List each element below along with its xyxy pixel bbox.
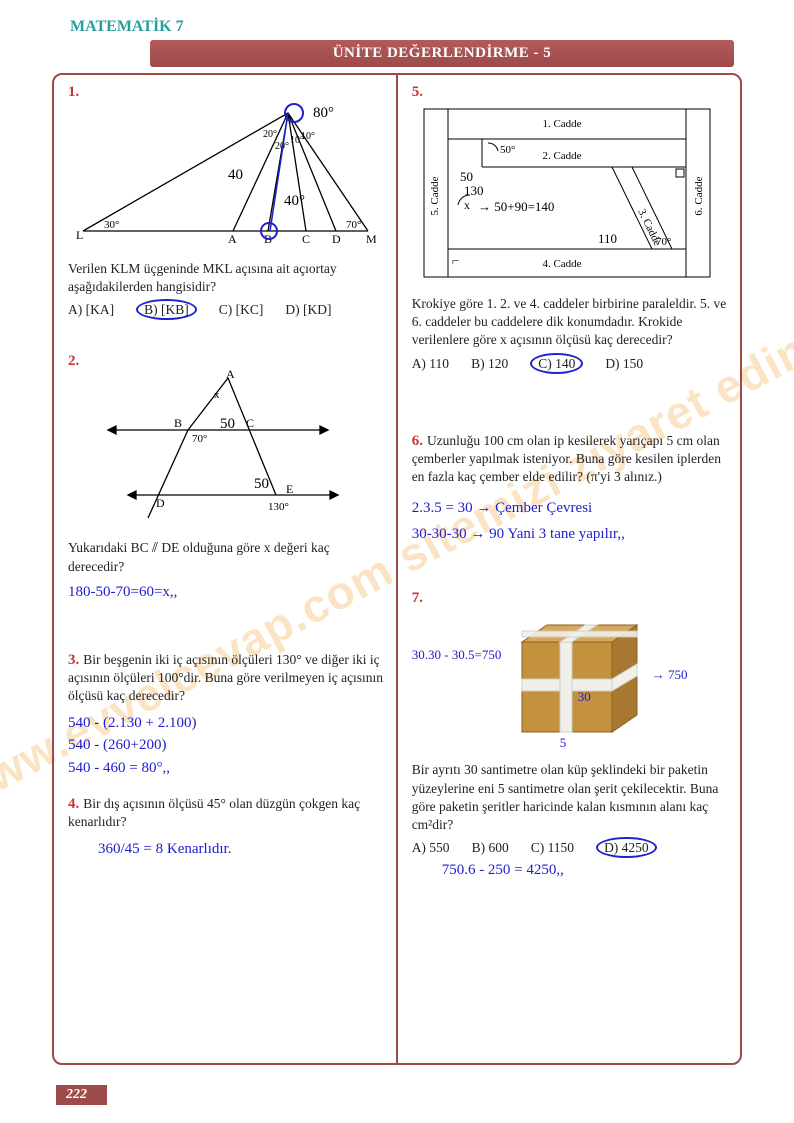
question-3: 3. Bir beşgenin iki iç açısının ölçüleri…	[68, 651, 386, 779]
q7-opt-b: B) 600	[472, 840, 509, 856]
q7-pen-30: 30	[578, 689, 591, 705]
q6-number: 6.	[412, 433, 423, 449]
q7-pen-arrow: → 750	[652, 667, 688, 683]
svg-text:130°: 130°	[268, 501, 289, 513]
q5-options: A) 110 B) 120 C) 140 D) 150	[412, 356, 730, 372]
svg-text:70°: 70°	[192, 433, 207, 445]
q7-opt-d: D) 4250	[596, 840, 657, 856]
right-column: 5. 1. Cadde 2. Cadde	[398, 75, 740, 1063]
left-column: 1. L A B C D	[54, 75, 396, 1063]
q6-work: 2.3.5 = 30 → Çember Çevresi 30-30-30 → 9…	[412, 496, 730, 547]
svg-text:A: A	[228, 232, 237, 246]
question-5: 5. 1. Cadde 2. Cadde	[412, 83, 730, 372]
q7-text: Bir ayrıtı 30 santimetre olan küp şeklin…	[412, 761, 730, 834]
question-1: 1. L A B C D	[68, 83, 386, 318]
svg-text:E: E	[286, 482, 293, 496]
q4-work: 360/45 = 8 Kenarlıdır.	[68, 841, 386, 858]
q5-number: 5.	[412, 84, 423, 100]
q2-text: Yukarıdaki BC ⫽ DE olduğuna göre x değer…	[68, 539, 386, 575]
svg-text:130: 130	[464, 183, 484, 198]
svg-text:40: 40	[228, 167, 243, 183]
q7-work: 750.6 - 250 = 4250,,	[412, 862, 730, 879]
svg-text:70°: 70°	[346, 219, 361, 231]
q5-opt-d: D) 150	[605, 356, 643, 372]
q1-opt-d: D) [KD]	[285, 302, 331, 318]
svg-text:10°: 10°	[301, 131, 315, 142]
q2-work: 180-50-70=60=x,,	[68, 584, 386, 601]
q7-opt-c: C) 1150	[531, 840, 574, 856]
question-4: 4. Bir dış açısının ölçüsü 45° olan düzg…	[68, 795, 386, 858]
q1-opt-c: C) [KC]	[219, 302, 264, 318]
svg-text:A: A	[226, 370, 235, 381]
content-frame: 1. L A B C D	[52, 73, 742, 1065]
q5-opt-c: C) 140	[530, 356, 583, 372]
q7-options: A) 550 B) 600 C) 1150 D) 4250	[412, 840, 730, 856]
q5-figure: 1. Cadde 2. Cadde 3. Cadde 4. Cadde 5. C…	[412, 101, 722, 291]
svg-text:x: x	[214, 389, 220, 401]
svg-text:C: C	[246, 416, 254, 430]
svg-text:x: x	[464, 198, 470, 212]
svg-text:1. Cadde: 1. Cadde	[542, 118, 581, 130]
question-7: 7.	[412, 589, 730, 879]
svg-text:50: 50	[254, 476, 269, 492]
q2-number: 2.	[68, 353, 79, 369]
book-header: MATEMATİK 7	[0, 0, 794, 40]
q2-figure: A B C D E x 70° 130° 50 50	[68, 370, 368, 535]
q5-opt-b: B) 120	[471, 356, 508, 372]
q1-text: Verilen KLM üçgeninde MKL açısına ait aç…	[68, 260, 386, 296]
svg-text:→ 50+90=140: → 50+90=140	[478, 199, 554, 214]
q7-number: 7.	[412, 590, 423, 606]
svg-text:L: L	[76, 228, 83, 242]
svg-text:80°: 80°	[313, 105, 334, 121]
svg-text:20°: 20°	[263, 129, 277, 140]
svg-text:50°: 50°	[500, 144, 515, 156]
q3-work: 540 - (2.130 + 2.100) 540 - (260+200) 54…	[68, 712, 386, 780]
svg-text:4. Cadde: 4. Cadde	[542, 258, 581, 270]
q1-opt-b: B) [KB]	[136, 302, 197, 318]
svg-text:⌐: ⌐	[452, 253, 459, 268]
q3-text: Bir beşgenin iki iç açısının ölçüleri 13…	[68, 652, 383, 703]
question-6: 6. Uzunluğu 100 cm olan ip kesilerek yar…	[412, 432, 730, 548]
question-2: 2. A	[68, 352, 386, 600]
svg-text:D: D	[156, 496, 165, 510]
svg-text:B: B	[174, 416, 182, 430]
svg-text:110: 110	[598, 231, 617, 246]
svg-text:D: D	[332, 232, 341, 246]
q6-text: Uzunluğu 100 cm olan ip kesilerek yarıça…	[412, 433, 721, 484]
page-number: 222	[56, 1085, 107, 1105]
q4-number: 4.	[68, 796, 79, 812]
q5-opt-a: A) 110	[412, 356, 449, 372]
svg-text:40°: 40°	[284, 193, 305, 209]
q7-pen-left: 30.30 - 30.5=750	[412, 647, 502, 663]
svg-text:5. Cadde: 5. Cadde	[429, 176, 441, 215]
svg-text:M: M	[366, 232, 377, 246]
svg-text:C: C	[302, 232, 310, 246]
q1-opt-a: A) [KA]	[68, 302, 114, 318]
svg-text:50: 50	[460, 169, 473, 184]
unit-banner: ÜNİTE DEĞERLENDİRME - 5	[150, 40, 734, 67]
svg-text:50: 50	[220, 416, 235, 432]
svg-text:6. Cadde: 6. Cadde	[693, 176, 705, 215]
svg-text:30°: 30°	[104, 219, 119, 231]
q7-opt-a: A) 550	[412, 840, 450, 856]
q5-text: Krokiye göre 1. 2. ve 4. caddeler birbir…	[412, 295, 730, 350]
q4-text: Bir dış açısının ölçüsü 45° olan düzgün …	[68, 796, 360, 829]
q7-pen-5: 5	[560, 735, 567, 751]
q3-number: 3.	[68, 652, 79, 668]
q1-number: 1.	[68, 84, 79, 100]
svg-text:2. Cadde: 2. Cadde	[542, 150, 581, 162]
q1-figure: L A B C D M 30° 70° 20° 20° 10° 10° 80°	[68, 101, 378, 256]
page: MATEMATİK 7 ÜNİTE DEĞERLENDİRME - 5 www.…	[0, 0, 794, 1123]
svg-text:70°: 70°	[656, 236, 671, 248]
q1-options: A) [KA] B) [KB] C) [KC] D) [KD]	[68, 302, 386, 318]
